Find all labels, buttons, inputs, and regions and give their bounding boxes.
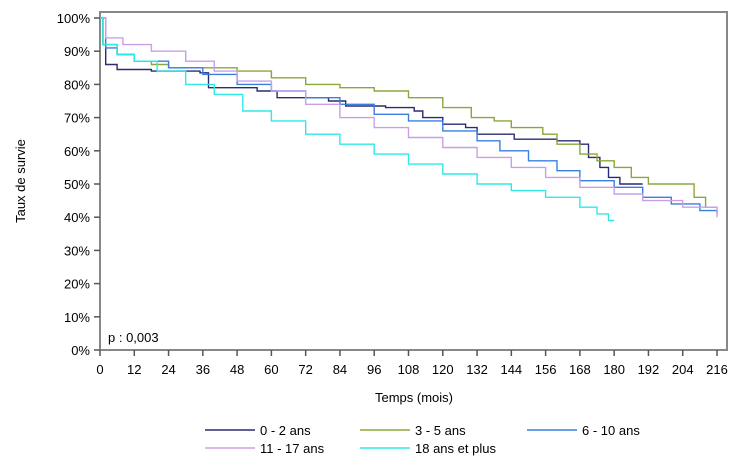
y-tick-label: 80% <box>64 77 90 92</box>
y-tick-label: 70% <box>64 111 90 126</box>
y-tick-label: 50% <box>64 177 90 192</box>
series-line-0---2-ans <box>100 17 643 185</box>
y-tick-label: 20% <box>64 277 90 292</box>
x-tick-label: 216 <box>706 362 728 377</box>
y-axis-label: Taux de survie <box>13 139 28 223</box>
x-tick-label: 0 <box>96 362 103 377</box>
y-tick-label: 40% <box>64 210 90 225</box>
y-tick-label: 10% <box>64 310 90 325</box>
x-tick-label: 132 <box>466 362 488 377</box>
x-tick-label: 24 <box>161 362 175 377</box>
legend-label: 11 - 17 ans <box>260 441 325 456</box>
x-tick-label: 12 <box>127 362 141 377</box>
y-tick-label: 30% <box>64 243 90 258</box>
plot-frame <box>99 11 728 351</box>
x-tick-label: 180 <box>603 362 625 377</box>
x-tick-label: 156 <box>535 362 557 377</box>
y-tick-label: 60% <box>64 144 90 159</box>
x-tick-label: 72 <box>298 362 312 377</box>
y-tick-label: 90% <box>64 44 90 59</box>
x-tick-label: 108 <box>398 362 420 377</box>
x-tick-label: 60 <box>264 362 278 377</box>
y-tick-label: 0% <box>71 343 90 358</box>
series-line-6---10-ans <box>100 17 718 214</box>
legend-label: 0 - 2 ans <box>260 423 311 438</box>
series-line-18-ans-et-plus <box>100 17 615 222</box>
legend-label: 18 ans et plus <box>415 441 496 456</box>
x-tick-label: 204 <box>672 362 694 377</box>
x-tick-label: 36 <box>196 362 210 377</box>
series-line-11---17-ans <box>100 17 718 218</box>
x-tick-label: 84 <box>333 362 347 377</box>
x-tick-label: 48 <box>230 362 244 377</box>
x-tick-label: 144 <box>500 362 522 377</box>
x-tick-label: 168 <box>569 362 591 377</box>
x-axis-label: Temps (mois) <box>375 390 453 405</box>
x-tick-label: 96 <box>367 362 381 377</box>
x-tick-label: 120 <box>432 362 454 377</box>
series-line-3---5-ans <box>100 17 717 208</box>
x-tick-label: 192 <box>638 362 660 377</box>
legend-label: 3 - 5 ans <box>415 423 466 438</box>
legend-label: 6 - 10 ans <box>582 423 640 438</box>
y-tick-label: 100% <box>57 11 91 26</box>
p-value-annotation: p : 0,003 <box>108 330 159 345</box>
